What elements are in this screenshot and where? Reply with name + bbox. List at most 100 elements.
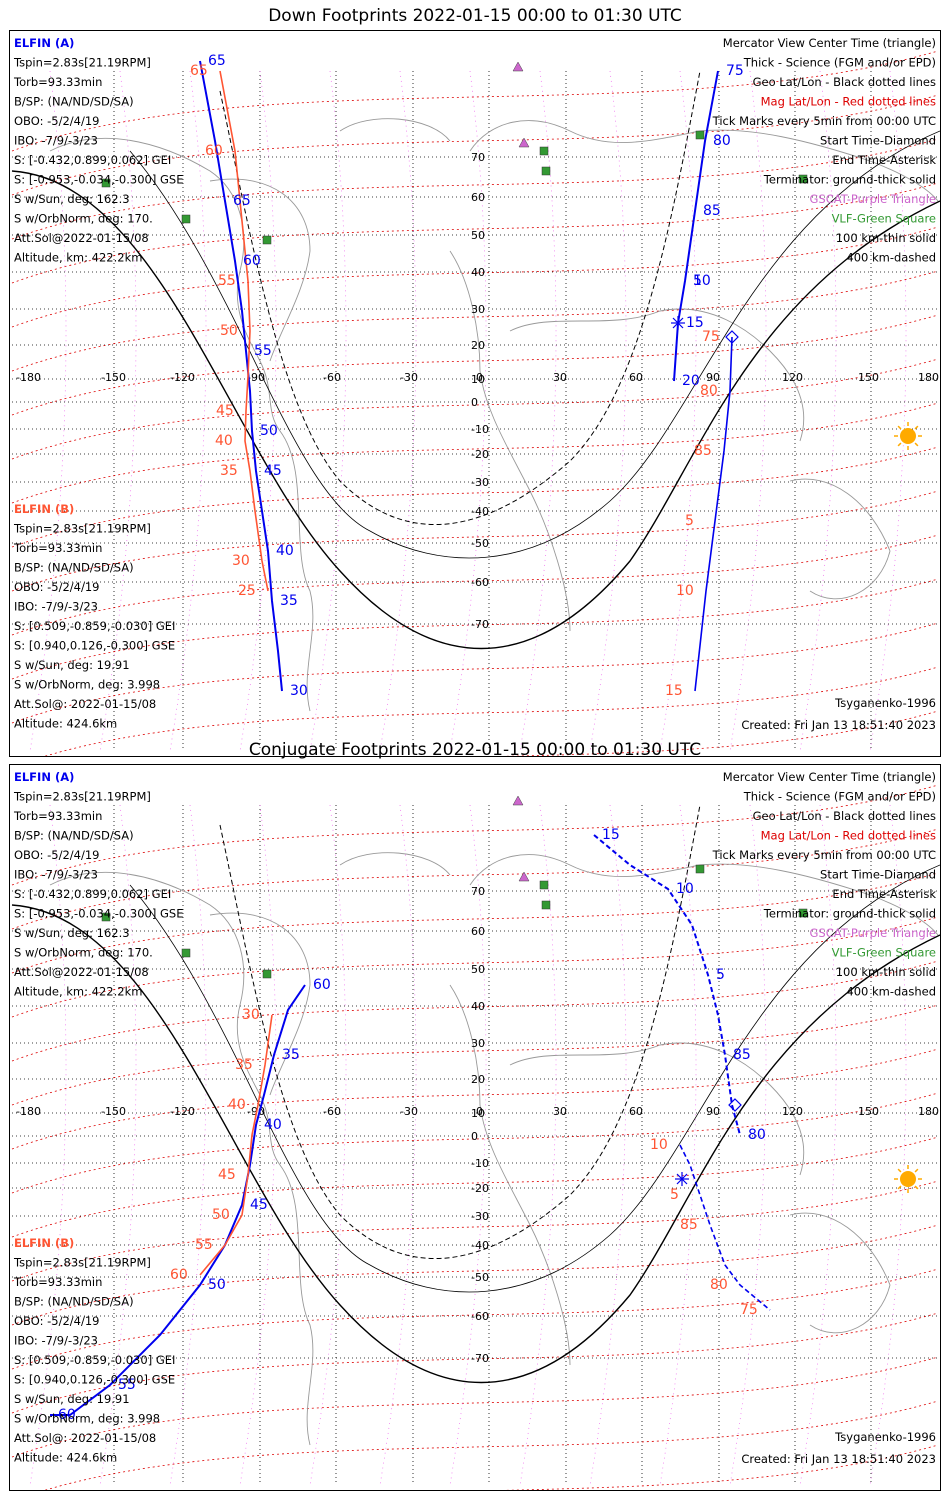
mag-longitude-line bbox=[659, 804, 697, 1486]
longitude-label: 60 bbox=[629, 1105, 643, 1118]
elfin-a-info-line: Tspin=2.83s[21.19RPM] bbox=[13, 56, 151, 70]
legend-line: Mag Lat/Lon - Red dotted lines bbox=[761, 829, 936, 843]
mag-latitude-line bbox=[11, 1180, 939, 1282]
legend-line: Terminator: ground-thick solid bbox=[763, 173, 936, 187]
mag-latitude-line bbox=[11, 1092, 939, 1194]
created-timestamp: Created: Fri Jan 13 18:51:40 2023 bbox=[741, 718, 936, 732]
latitude-label: 70 bbox=[471, 885, 485, 898]
longitude-label: 90 bbox=[706, 371, 720, 384]
model-label: Tsyganenko-1996 bbox=[834, 1430, 936, 1444]
mag-longitude-line bbox=[239, 70, 277, 752]
legend-line: Tick Marks every 5min from 00:00 UTC bbox=[712, 114, 936, 128]
legend-line: Terminator: ground-thick solid bbox=[763, 907, 936, 921]
mag-latitude-line bbox=[11, 578, 939, 680]
created-timestamp: Created: Fri Jan 13 18:51:40 2023 bbox=[741, 1452, 936, 1466]
terminator-ground-line bbox=[11, 170, 940, 650]
mag-longitude-line bbox=[519, 804, 557, 1486]
longitude-label: -60 bbox=[323, 1105, 341, 1118]
longitude-label: -30 bbox=[400, 1105, 418, 1118]
latitude-label: -70 bbox=[471, 1352, 489, 1365]
longitude-label: 120 bbox=[782, 1105, 803, 1118]
elfin-a-tick-label: 35 bbox=[282, 1047, 300, 1063]
elfin-a-east-tick-label: 85 bbox=[703, 203, 721, 219]
elfin-b-east-tick-label: 15 bbox=[665, 683, 683, 699]
longitude-label: 180 bbox=[918, 1105, 939, 1118]
latitude-label: 30 bbox=[471, 1037, 485, 1050]
elfin-b-info-line: IBO: -7/9/-3/23 bbox=[14, 600, 98, 614]
elfin-b-tick-label: 50 bbox=[220, 323, 238, 339]
elfin-a-tick-label: 50 bbox=[260, 423, 278, 439]
elfin-b-tick-label: 30 bbox=[242, 1007, 260, 1023]
elfin-a-tick-label: 60 bbox=[313, 977, 331, 993]
vlf-square bbox=[101, 178, 111, 188]
elfin-a-east-tick-label: 80 bbox=[748, 1127, 766, 1143]
mag-latitude-line bbox=[11, 358, 939, 460]
mag-latitude-line bbox=[11, 182, 939, 284]
elfin-b-info-line: S: [0.509,-0.859,-0.030] GEI bbox=[14, 619, 175, 633]
elfin-a-info-line: B/SP: (NA/ND/SD/SA) bbox=[14, 95, 134, 109]
elfin-b-info-line: S: [0.940,0.126,-0.300] GSE bbox=[14, 639, 175, 653]
longitude-label: 0 bbox=[476, 371, 483, 384]
coastline bbox=[789, 478, 891, 600]
mag-longitude-line bbox=[519, 70, 557, 752]
coastline bbox=[509, 1042, 805, 1176]
longitude-label: 0 bbox=[476, 1105, 483, 1118]
vlf-square bbox=[539, 146, 549, 156]
mag-latitude-line bbox=[11, 402, 939, 504]
vlf-square bbox=[798, 908, 808, 918]
legend-line: Mercator View Center Time (triangle) bbox=[723, 770, 936, 784]
elfin-a-east-tick-label: 5 bbox=[693, 273, 702, 289]
mag-latitude-line bbox=[11, 314, 939, 416]
elfin-a-east-tick-label: 15 bbox=[686, 315, 704, 331]
latitude-label: -10 bbox=[471, 423, 489, 436]
mag-longitude-line bbox=[99, 804, 137, 1486]
legend-line: GSCAT-Purple Triangle bbox=[810, 192, 936, 206]
mag-latitude-line bbox=[11, 1356, 939, 1458]
conjugate-footprints-panel: -180 -150 -120 -90 -60 -30 0 30 60 90 120 150 180 70 6… bbox=[9, 764, 941, 1491]
elfin-a-info-line: ELFIN (A) bbox=[14, 36, 74, 50]
end-asterisk bbox=[676, 1173, 688, 1185]
longitude-label: -30 bbox=[400, 371, 418, 384]
vlf-square bbox=[798, 174, 808, 184]
terminator-400km-line bbox=[219, 70, 701, 525]
elfin-a-east-tick-label: 80 bbox=[713, 133, 731, 149]
sun-ray bbox=[897, 1185, 902, 1190]
elfin-a-info-line: OBO: -5/2/4/19 bbox=[14, 114, 99, 128]
down-footprints-title: Down Footprints 2022-01-15 00:00 to 01:3… bbox=[268, 6, 682, 26]
sun-ray bbox=[914, 425, 919, 430]
latitude-label: 50 bbox=[471, 963, 485, 976]
legend-line: Geo Lat/Lon - Black dotted lines bbox=[753, 75, 936, 89]
elfin-a-info-line: IBO: -7/9/-3/23 bbox=[14, 868, 98, 882]
mag-latitude-line bbox=[11, 50, 939, 152]
elfin-a-tick-label: 45 bbox=[264, 463, 282, 479]
mag-longitude-line bbox=[379, 70, 417, 752]
gscat-triangle bbox=[518, 871, 530, 882]
vlf-square bbox=[541, 900, 551, 910]
down-footprints-panel: -180 -150 -120 -90 -60 -30 0 30 60 90 120 150 180 70 6… bbox=[9, 30, 941, 757]
latitude-label: -50 bbox=[471, 537, 489, 550]
longitude-label: 30 bbox=[553, 371, 567, 384]
down-footprints-map: -180 -150 -120 -90 -60 -30 0 30 60 90 120 150 180706… bbox=[11, 36, 940, 756]
latitude-label: -70 bbox=[471, 618, 489, 631]
mag-latitude-line bbox=[11, 1312, 939, 1414]
mag-longitude-line bbox=[29, 804, 67, 1486]
elfin-a-info-line: OBO: -5/2/4/19 bbox=[14, 848, 99, 862]
vlf-square bbox=[541, 166, 551, 176]
elfin-b-track-east bbox=[694, 336, 733, 692]
elfin-a-track-east bbox=[593, 834, 741, 1136]
elfin-b-east-tick-label: 80 bbox=[710, 1277, 728, 1293]
elfin-a-tick-label: 30 bbox=[290, 683, 308, 699]
mag-latitude-line bbox=[11, 916, 939, 1018]
sun-ray bbox=[897, 442, 902, 447]
elfin-a-info-line: S w/OrbNorm, deg: 170. bbox=[14, 946, 153, 960]
latitude-label: -20 bbox=[471, 1182, 489, 1195]
legend-line: Start Time-Diamond bbox=[820, 134, 936, 148]
elfin-a-tick-label: 60 bbox=[243, 253, 261, 269]
latitude-label: 60 bbox=[471, 191, 485, 204]
coastline bbox=[449, 984, 571, 1366]
elfin-b-info-line: Torb=93.33min bbox=[13, 541, 102, 555]
elfin-b-info-line: S w/OrbNorm, deg: 3.998 bbox=[14, 1412, 160, 1426]
legend-line: 100 km-thin solid bbox=[836, 231, 936, 245]
elfin-a-info-line: S: [-0.432,0.899,0.062] GEI bbox=[14, 887, 171, 901]
vlf-square bbox=[262, 235, 272, 245]
